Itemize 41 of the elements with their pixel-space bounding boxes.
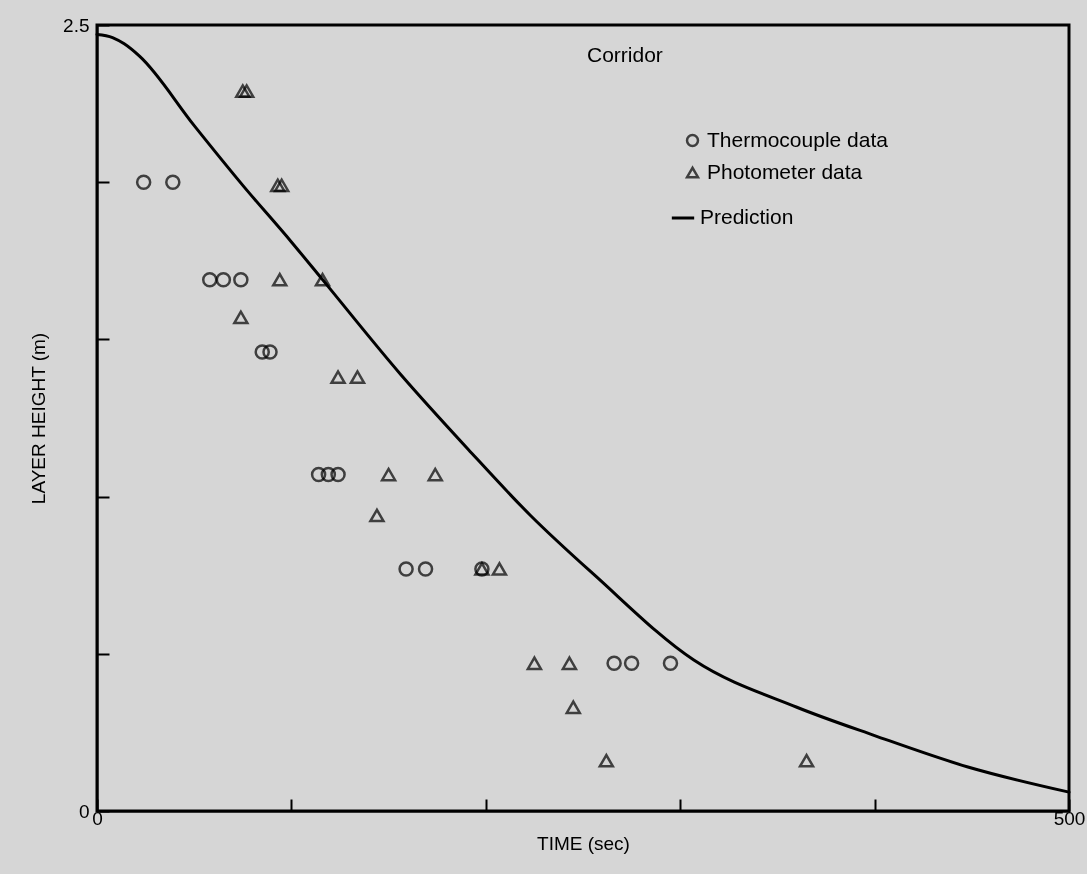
point bbox=[201, 271, 218, 288]
legend-label: Prediction bbox=[700, 205, 794, 228]
point bbox=[270, 178, 286, 193]
legend-label: Thermocouple data bbox=[707, 127, 889, 151]
point bbox=[798, 753, 815, 768]
point bbox=[135, 174, 152, 190]
point bbox=[271, 272, 288, 287]
y-axis-title: LAYER HEIGHT (m) bbox=[28, 332, 50, 505]
point bbox=[398, 561, 414, 577]
point bbox=[233, 310, 249, 325]
x-tick-label: 500 bbox=[1053, 807, 1086, 829]
legend-label: Photometer data bbox=[707, 159, 863, 183]
point bbox=[233, 271, 249, 288]
point bbox=[235, 84, 251, 98]
point bbox=[349, 370, 366, 385]
point bbox=[262, 344, 278, 360]
point bbox=[330, 370, 346, 385]
point bbox=[565, 700, 582, 715]
point bbox=[310, 466, 327, 483]
y-tick-label: 2.5 bbox=[63, 14, 90, 36]
point bbox=[314, 272, 331, 287]
point bbox=[526, 656, 543, 671]
point bbox=[380, 467, 397, 482]
text: Corridor bbox=[587, 43, 663, 66]
point bbox=[417, 561, 434, 577]
point bbox=[606, 655, 622, 671]
point bbox=[165, 174, 181, 190]
point bbox=[330, 466, 346, 483]
point bbox=[561, 656, 578, 671]
point bbox=[238, 84, 255, 98]
point bbox=[623, 655, 640, 671]
point bbox=[427, 467, 444, 482]
point bbox=[369, 508, 385, 523]
point bbox=[320, 466, 337, 483]
point bbox=[598, 753, 615, 768]
point bbox=[215, 271, 232, 288]
point bbox=[254, 344, 271, 360]
x-axis-title: TIME (sec) bbox=[537, 832, 630, 854]
point bbox=[491, 562, 508, 576]
point bbox=[662, 655, 679, 671]
point bbox=[273, 178, 290, 193]
